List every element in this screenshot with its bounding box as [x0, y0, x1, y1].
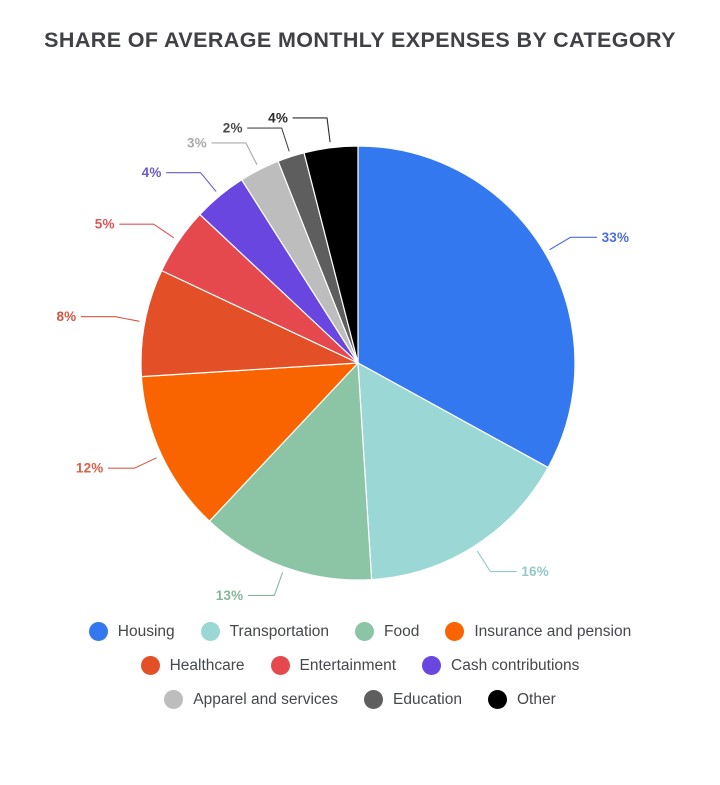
pie-leader-line	[247, 572, 284, 596]
pie-slice[interactable]	[303, 145, 359, 364]
legend-row: Housing Transportation Food Insurance and p…	[0, 622, 720, 641]
legend-item-label: Entertainment	[299, 656, 397, 674]
pie-slice-value-label: 33%	[602, 230, 630, 245]
legend-swatch-icon	[200, 622, 220, 641]
pie-slice-value-label: 4%	[142, 165, 162, 180]
legend-swatch-icon	[140, 656, 160, 675]
pie-slice-value-label: 4%	[268, 110, 288, 125]
chart-title: SHARE OF AVERAGE MONTHLY EXPENSES BY CAT…	[44, 28, 676, 52]
legend-item-housing[interactable]: Housing	[88, 622, 175, 641]
legend-swatch-icon	[270, 656, 290, 675]
legend-item-cash-contributions[interactable]: Cash contributions	[422, 656, 579, 675]
pie-slice-value-label: 8%	[56, 309, 76, 324]
legend-swatch-icon	[88, 622, 108, 641]
pie-leader-line	[166, 172, 217, 192]
pie-slice[interactable]	[357, 145, 576, 469]
pie-leader-line	[80, 316, 140, 322]
pie-slice-value-label: 5%	[95, 217, 115, 232]
pie-slice[interactable]	[140, 269, 359, 378]
chart-legend: Housing Transportation Food Insurance and p…	[0, 622, 720, 724]
legend-item-label: Cash contributions	[451, 656, 580, 674]
legend-swatch-icon	[422, 656, 442, 675]
pie-leader-line	[549, 236, 598, 251]
pie-slice[interactable]	[208, 361, 373, 581]
legend-item-label: Education	[393, 690, 462, 708]
pie-slices-group	[140, 145, 576, 581]
legend-item-label: Housing	[117, 622, 175, 640]
pie-leader-line	[247, 127, 290, 152]
legend-row: Apparel and services Education Other	[0, 690, 720, 709]
pie-leader-line	[211, 142, 258, 165]
legend-swatch-icon	[164, 690, 184, 709]
legend-item-apparel-and-services[interactable]: Apparel and services	[164, 690, 338, 709]
legend-item-label: Other	[516, 690, 556, 708]
pie-slice-value-label: 3%	[187, 135, 207, 150]
pie-slice-value-label: 13%	[216, 588, 244, 603]
legend-swatch-icon	[364, 690, 384, 709]
pie-slice[interactable]	[140, 362, 360, 523]
legend-swatch-icon	[487, 690, 507, 709]
legend-item-healthcare[interactable]: Healthcare	[140, 656, 245, 675]
legend-item-food[interactable]: Food	[355, 622, 419, 641]
pie-slice-value-label: 12%	[76, 461, 104, 476]
pie-leader-line	[107, 457, 157, 469]
legend-row: Healthcare Entertainment Cash contribution…	[0, 656, 720, 675]
pie-svg: 33% 16% 13% 12% 8% 5% 4% 3% 2% 4%	[56, 110, 629, 602]
pie-leader-line	[476, 550, 517, 573]
legend-item-label: Healthcare	[169, 656, 245, 674]
legend-item-transportation[interactable]: Transportation	[200, 622, 330, 641]
pie-leader-lines-group	[80, 117, 598, 596]
legend-item-insurance-and-pension[interactable]: Insurance and pension	[445, 622, 631, 641]
pie-slice[interactable]	[357, 361, 549, 581]
pie-leader-line	[292, 117, 331, 143]
legend-item-entertainment[interactable]: Entertainment	[270, 656, 397, 675]
legend-item-label: Transportation	[229, 622, 330, 640]
pie-value-labels-group: 33% 16% 13% 12% 8% 5% 4% 3% 2% 4%	[56, 110, 629, 602]
pie-plot-area: 33% 16% 13% 12% 8% 5% 4% 3% 2% 4%	[0, 95, 720, 610]
legend-swatch-icon	[355, 622, 375, 641]
pie-slice-value-label: 16%	[521, 564, 549, 579]
legend-swatch-icon	[445, 622, 465, 641]
legend-item-label: Apparel and services	[193, 690, 339, 708]
pie-leader-line	[119, 223, 175, 239]
pie-slice-value-label: 2%	[223, 121, 243, 136]
legend-item-education[interactable]: Education	[364, 690, 462, 709]
legend-item-label: Insurance and pension	[474, 622, 632, 640]
legend-item-other[interactable]: Other	[487, 690, 556, 709]
legend-item-label: Food	[384, 622, 420, 640]
